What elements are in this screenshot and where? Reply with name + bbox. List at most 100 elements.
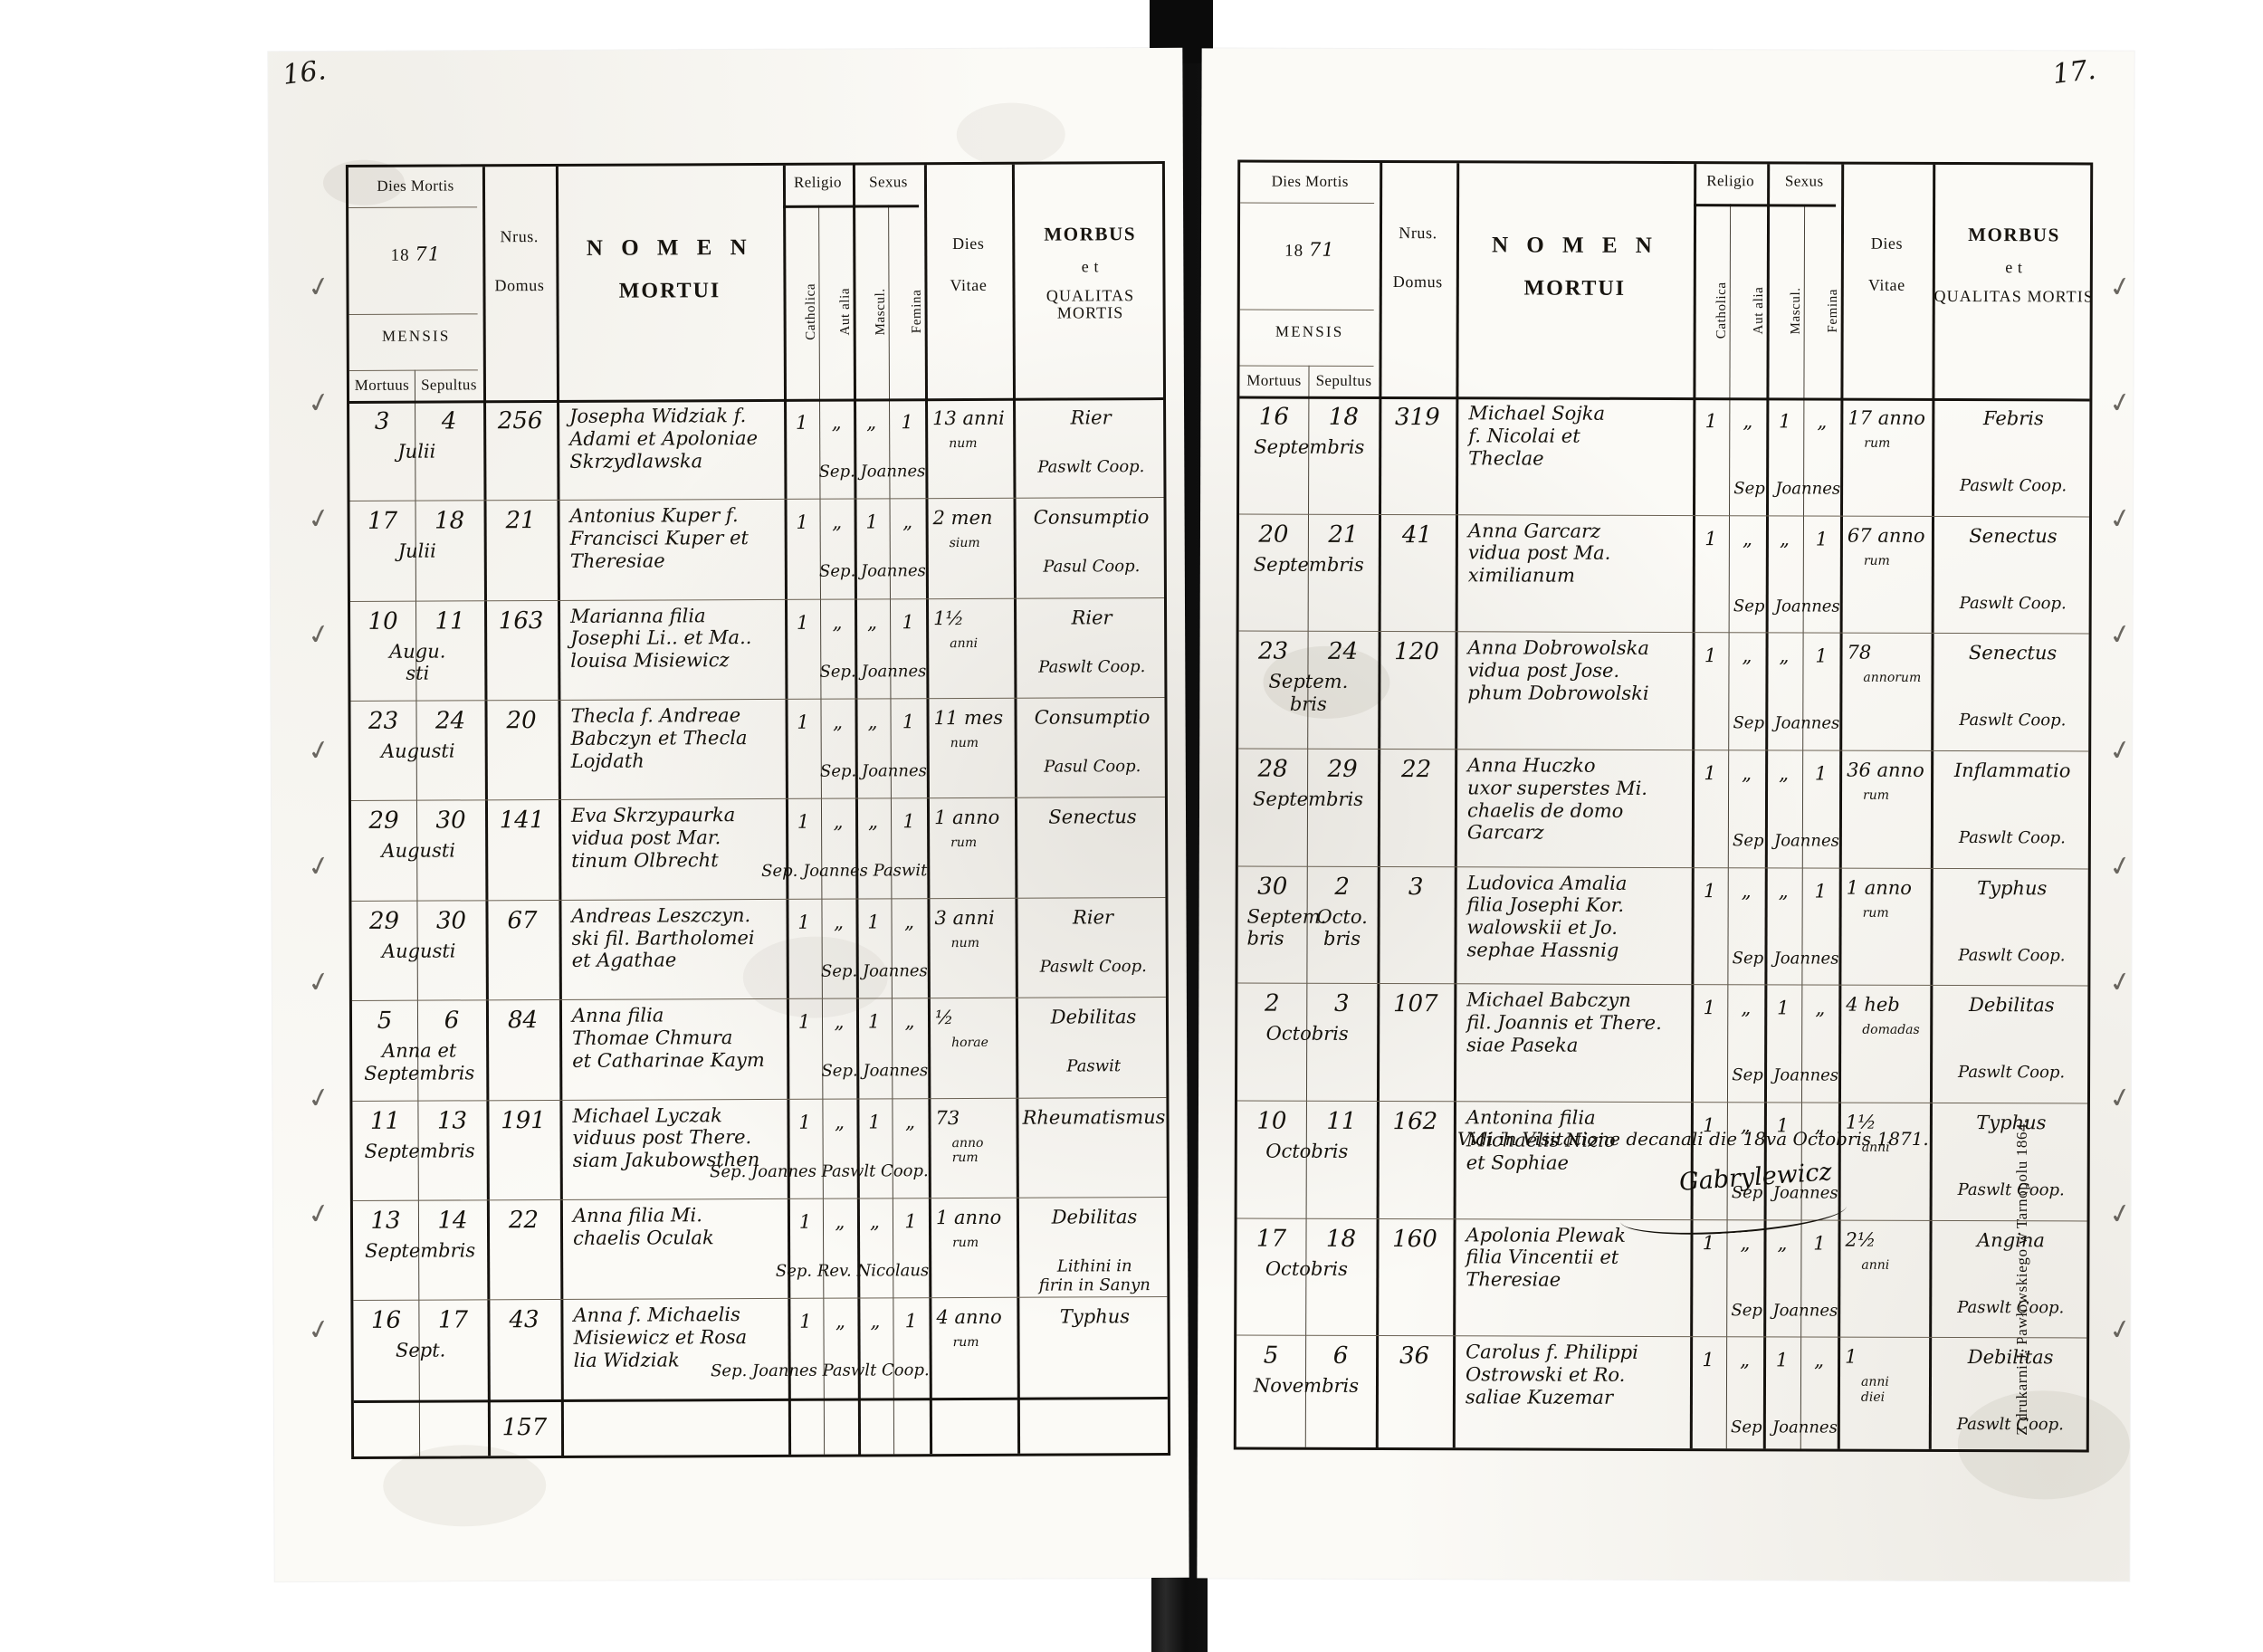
cell-domus-number: 191 bbox=[501, 1106, 546, 1134]
cell-mensis: Septembris bbox=[1252, 788, 1364, 810]
cell-morbus: Consumptio bbox=[1033, 506, 1150, 530]
cell-nomen-mortui: Carolus f. Philippi Ostrowski et Ro. sal… bbox=[1465, 1341, 1638, 1408]
table-row-separator bbox=[352, 1197, 1167, 1201]
cell-dies-vitae-unit: num bbox=[949, 435, 978, 452]
cell-sepelivit: Sep. Joannes Paswlt Coop. bbox=[710, 1160, 929, 1181]
cell-aut-alia: „ bbox=[1740, 1349, 1751, 1371]
cell-femina: 1 bbox=[902, 610, 914, 634]
cell-mortuus-day: 2 bbox=[1264, 989, 1280, 1017]
cell-dies-vitae-unit: rum bbox=[1863, 788, 1890, 803]
cell-sepultus-day: 6 bbox=[444, 1007, 460, 1035]
cell-catholica: 1 bbox=[1703, 879, 1716, 902]
left-register-table: Dies Mortis 18 71 MENSIS Mortuus Sepultus Nru… bbox=[345, 161, 1171, 1459]
cell-femina: „ bbox=[1815, 997, 1826, 1019]
cell-aut-alia: „ bbox=[832, 511, 843, 533]
cell-sepultus-day: 30 bbox=[435, 907, 467, 935]
header-femina: Femina bbox=[909, 289, 924, 334]
cell-domus-number: 20 bbox=[506, 707, 537, 735]
cell-mascul: „ bbox=[1779, 528, 1790, 550]
cell-qualitas-mortis: Lithini in firin in Sanyn bbox=[1038, 1256, 1151, 1295]
table-row-separator bbox=[1237, 1334, 2087, 1339]
cell-dies-vitae: 1 anno bbox=[1846, 876, 1913, 899]
cell-dies-vitae-unit: rum bbox=[952, 1235, 979, 1250]
header-bottom-rule bbox=[349, 397, 1164, 404]
cell-catholica: 1 bbox=[797, 1010, 811, 1033]
cell-sepelivit: Sep. Joannes bbox=[1732, 948, 1839, 969]
cell-mascul: 1 bbox=[1775, 1349, 1789, 1371]
table-row bbox=[349, 164, 1162, 167]
cell-mensis: Julii bbox=[397, 540, 436, 563]
cell-sepelivit: Sep. Joannes bbox=[1730, 1418, 1838, 1437]
cell-sepelivit: Sep. Joannes bbox=[1733, 713, 1840, 733]
header-label: MORBUS bbox=[1968, 224, 2060, 246]
cell-dies-vitae: 3 anni bbox=[934, 906, 995, 929]
cell-sepultus-day: 17 bbox=[437, 1306, 469, 1334]
table-row-separator bbox=[352, 1097, 1167, 1102]
cell-catholica: 1 bbox=[797, 911, 810, 933]
header-femina: Femina bbox=[1825, 289, 1841, 333]
table-row bbox=[1240, 163, 2090, 166]
header-label: Sexus bbox=[1784, 172, 1824, 190]
cell-mensis-second: Octo. bris bbox=[1316, 905, 1368, 950]
cell-catholica: 1 bbox=[1704, 762, 1716, 785]
cell-dies-vitae-unit: annorum bbox=[1863, 671, 1922, 686]
cell-mensis: Septem. bris bbox=[1268, 670, 1349, 715]
cell-dies-vitae: 13 anni bbox=[932, 406, 1005, 430]
table-row bbox=[349, 164, 1162, 167]
cell-mensis: Septembris bbox=[364, 1139, 475, 1162]
cell-sepultus-day: 14 bbox=[437, 1207, 468, 1235]
cell-mascul: „ bbox=[1779, 762, 1790, 785]
year-underline bbox=[349, 313, 478, 315]
cell-mortuus-day: 17 bbox=[367, 508, 398, 536]
header-label: Religio bbox=[1706, 172, 1755, 190]
cell-sepultus-day: 13 bbox=[436, 1106, 468, 1135]
cell-catholica: 1 bbox=[1702, 1231, 1715, 1254]
cell-femina: „ bbox=[1814, 1349, 1825, 1371]
header-label: Vitae bbox=[950, 275, 988, 295]
header-bottom-rule bbox=[1239, 396, 2090, 402]
cell-mortuus-day: 17 bbox=[1256, 1225, 1287, 1253]
header-mascul: Mascul. bbox=[873, 288, 888, 336]
cell-mascul: 1 bbox=[1777, 997, 1790, 1019]
table-row-separator bbox=[1237, 982, 2088, 987]
cell-aut-alia: „ bbox=[834, 911, 845, 933]
cell-femina: 1 bbox=[1813, 1232, 1826, 1255]
cell-dies-vitae: 11 mes bbox=[933, 706, 1004, 730]
header-aut-alia: Aut alia bbox=[1751, 286, 1767, 335]
cell-domus-number: 141 bbox=[499, 807, 545, 835]
cell-dies-vitae-unit: rum bbox=[1863, 553, 1890, 568]
cell-sepelivit: Sep. Joannes bbox=[1733, 596, 1840, 616]
cell-morbus: Consumptio bbox=[1034, 706, 1151, 729]
header-aut-alia: Aut alia bbox=[837, 288, 853, 336]
cell-catholica: 1 bbox=[796, 611, 809, 634]
header-label: Mortuus bbox=[1246, 371, 1302, 389]
header-label: Sexus bbox=[869, 173, 908, 191]
cell-mensis: Augusti bbox=[380, 740, 455, 762]
header-label: MORBUS bbox=[1044, 223, 1137, 245]
cell-dies-vitae: 1 anno bbox=[935, 1206, 1002, 1229]
header-label: Nrus. bbox=[500, 227, 539, 246]
cell-dies-vitae-unit: anno rum bbox=[951, 1135, 984, 1166]
cell-mortuus-day: 16 bbox=[1258, 403, 1289, 431]
cell-qualitas-mortis: Pasul Coop. bbox=[1044, 757, 1141, 777]
cell-dies-vitae-unit: rum bbox=[950, 836, 978, 851]
table-row bbox=[349, 164, 1162, 167]
table-row bbox=[349, 164, 1162, 167]
cell-mascul: „ bbox=[869, 1210, 880, 1233]
table-row-separator bbox=[349, 597, 1164, 602]
table-row bbox=[1240, 163, 2090, 166]
cell-catholica: 1 bbox=[796, 511, 808, 534]
cell-mortuus-day: 23 bbox=[368, 707, 399, 735]
cell-mortuus-day: 16 bbox=[370, 1306, 402, 1335]
cell-dies-vitae: 1 anno bbox=[933, 807, 1000, 829]
cell-femina: 1 bbox=[904, 1210, 917, 1233]
cell-mensis: Novembris bbox=[1253, 1374, 1360, 1398]
cell-qualitas-mortis: Paswlt Coop. bbox=[1959, 711, 2067, 731]
cell-qualitas-mortis: Paswlt Coop. bbox=[1957, 1297, 2065, 1318]
cell-domus-number: 107 bbox=[1392, 990, 1438, 1018]
cell-mortuus-day: 11 bbox=[369, 1107, 401, 1135]
cell-mensis: Octobris bbox=[1265, 1140, 1349, 1162]
cell-morbus: Typhus bbox=[1976, 1112, 2047, 1134]
cell-mensis: Augusti bbox=[381, 839, 456, 863]
cell-qualitas-mortis: Paswlt Coop. bbox=[1958, 828, 2066, 848]
